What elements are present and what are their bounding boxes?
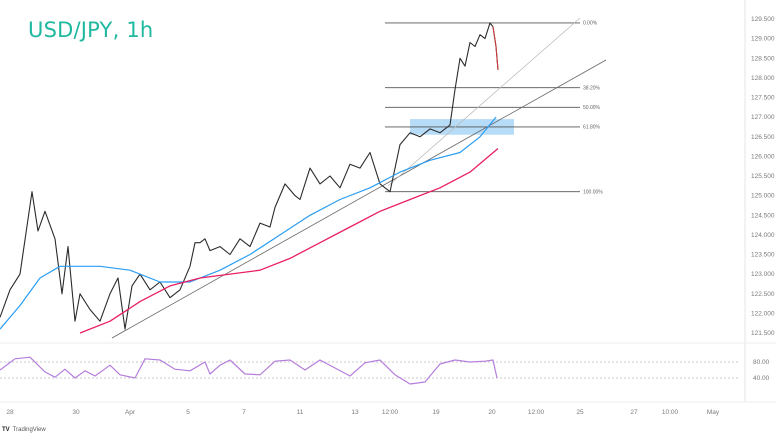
time-tick-label: 20: [488, 409, 496, 416]
price-tick-label: 127.500: [751, 95, 775, 102]
price-tick-label: 123.500: [751, 252, 775, 259]
rsi-tick-label: 80.00: [753, 359, 770, 366]
rsi-line: [0, 356, 498, 385]
time-tick-label: 30: [72, 409, 80, 416]
price-tick-label: 127.000: [751, 114, 775, 121]
tradingview-brand: TV TradingView: [2, 427, 46, 433]
price-tick-label: 126.500: [751, 134, 775, 141]
price-series: [0, 22, 499, 334]
fibonacci-retracement[interactable]: 0.00% 38.20% 50.00% 61.80% 100.00%: [385, 21, 603, 196]
fib-diagonal-line[interactable]: [387, 17, 581, 187]
time-tick-label: 11: [297, 409, 304, 416]
rsi-tick-label: 40.00: [753, 375, 770, 382]
price-tick-label: 122.000: [751, 310, 775, 317]
price-tick-label: 124.000: [751, 232, 775, 239]
rsi-panel: [0, 356, 740, 385]
price-tick-label: 124.500: [751, 212, 775, 219]
price-tick-label: 123.000: [751, 271, 775, 278]
price-tick-label: 125.000: [751, 193, 775, 200]
price-line: [0, 22, 499, 330]
time-tick-label: 12:00: [528, 409, 545, 416]
trendlines[interactable]: [111, 17, 607, 339]
last-candles-bearish: [492, 26, 499, 71]
price-tick-label: 129.500: [751, 16, 775, 23]
price-tick-label: 129.000: [751, 36, 775, 43]
trendline[interactable]: [111, 59, 607, 339]
ma-fast-line: [0, 116, 497, 330]
price-tick-label: 125.500: [751, 173, 775, 180]
time-tick-label: May: [707, 409, 720, 416]
ma-slow-line: [79, 148, 499, 334]
time-tick-label: 7: [242, 409, 246, 416]
price-tick-label: 121.500: [751, 330, 775, 337]
fib-level-label: 38.20%: [583, 85, 601, 91]
time-tick-label: 10:00: [662, 409, 679, 416]
price-tick-label: 126.000: [751, 153, 775, 160]
time-tick-label: 13: [351, 409, 359, 416]
time-tick-label: 25: [576, 409, 584, 416]
fib-level-label: 100.00%: [583, 190, 603, 196]
time-tick-label: 28: [6, 409, 14, 416]
fib-level-label: 0.00%: [583, 21, 598, 27]
price-tick-label: 128.000: [751, 75, 775, 82]
time-axis[interactable]: 28 30 Apr 5 7 11 13 12:00 19 20 12:00 25 27 10:00 May: [6, 409, 720, 416]
time-tick-label: 5: [186, 409, 190, 416]
tradingview-logo-icon: TV: [2, 427, 10, 433]
brand-name: TradingView: [12, 427, 46, 433]
price-axis[interactable]: 129.500 129.000 128.500 128.000 127.500 127.0…: [751, 16, 775, 382]
time-tick-label: 12:00: [382, 409, 399, 416]
fib-level-label: 61.80%: [583, 125, 601, 131]
time-tick-label: Apr: [125, 409, 136, 416]
time-tick-label: 27: [630, 409, 638, 416]
time-tick-label: 19: [432, 409, 440, 416]
fib-level-label: 50.00%: [583, 105, 601, 111]
price-tick-label: 122.500: [751, 291, 775, 298]
price-tick-label: 128.500: [751, 55, 775, 62]
chart-title: USD/JPY, 1h: [28, 18, 154, 42]
